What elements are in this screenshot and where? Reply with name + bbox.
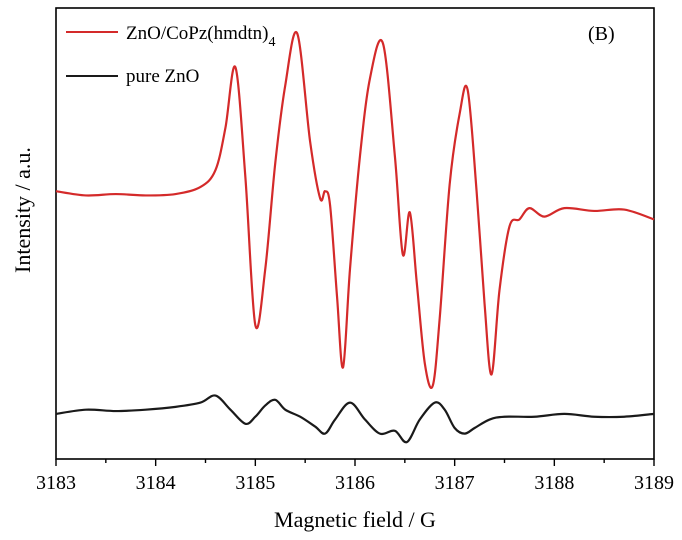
legend-label-series-0-subscript: 4 bbox=[269, 35, 276, 50]
x-tick-label: 3189 bbox=[634, 472, 674, 494]
panel-label: (B) bbox=[588, 23, 615, 45]
series-layer bbox=[55, 30, 655, 444]
legend-label-series-0: ZnO/CoPz(hmdtn)4 bbox=[126, 23, 276, 50]
series-line-1 bbox=[55, 394, 655, 444]
x-tick-label: 3188 bbox=[534, 472, 574, 494]
legend-label-series-1: pure ZnO bbox=[126, 66, 199, 87]
series-line-0 bbox=[55, 30, 655, 389]
y-axis-label: Intensity / a.u. bbox=[10, 147, 35, 273]
x-tick-label: 3183 bbox=[36, 472, 76, 494]
x-tick-label: 3186 bbox=[335, 472, 375, 494]
x-tick-label: 3184 bbox=[136, 472, 176, 494]
x-tick-label: 3185 bbox=[235, 472, 275, 494]
legend: ZnO/CoPz(hmdtn)4 pure ZnO bbox=[66, 23, 276, 87]
x-axis-label: Magnetic field / G bbox=[274, 507, 436, 532]
x-tick-label: 3187 bbox=[435, 472, 475, 494]
legend-label-series-0-name: ZnO/CoPz(hmdtn) bbox=[126, 23, 269, 44]
x-axis-ticks: 3183 3184 3185 3186 3187 3188 3189 bbox=[36, 459, 674, 494]
